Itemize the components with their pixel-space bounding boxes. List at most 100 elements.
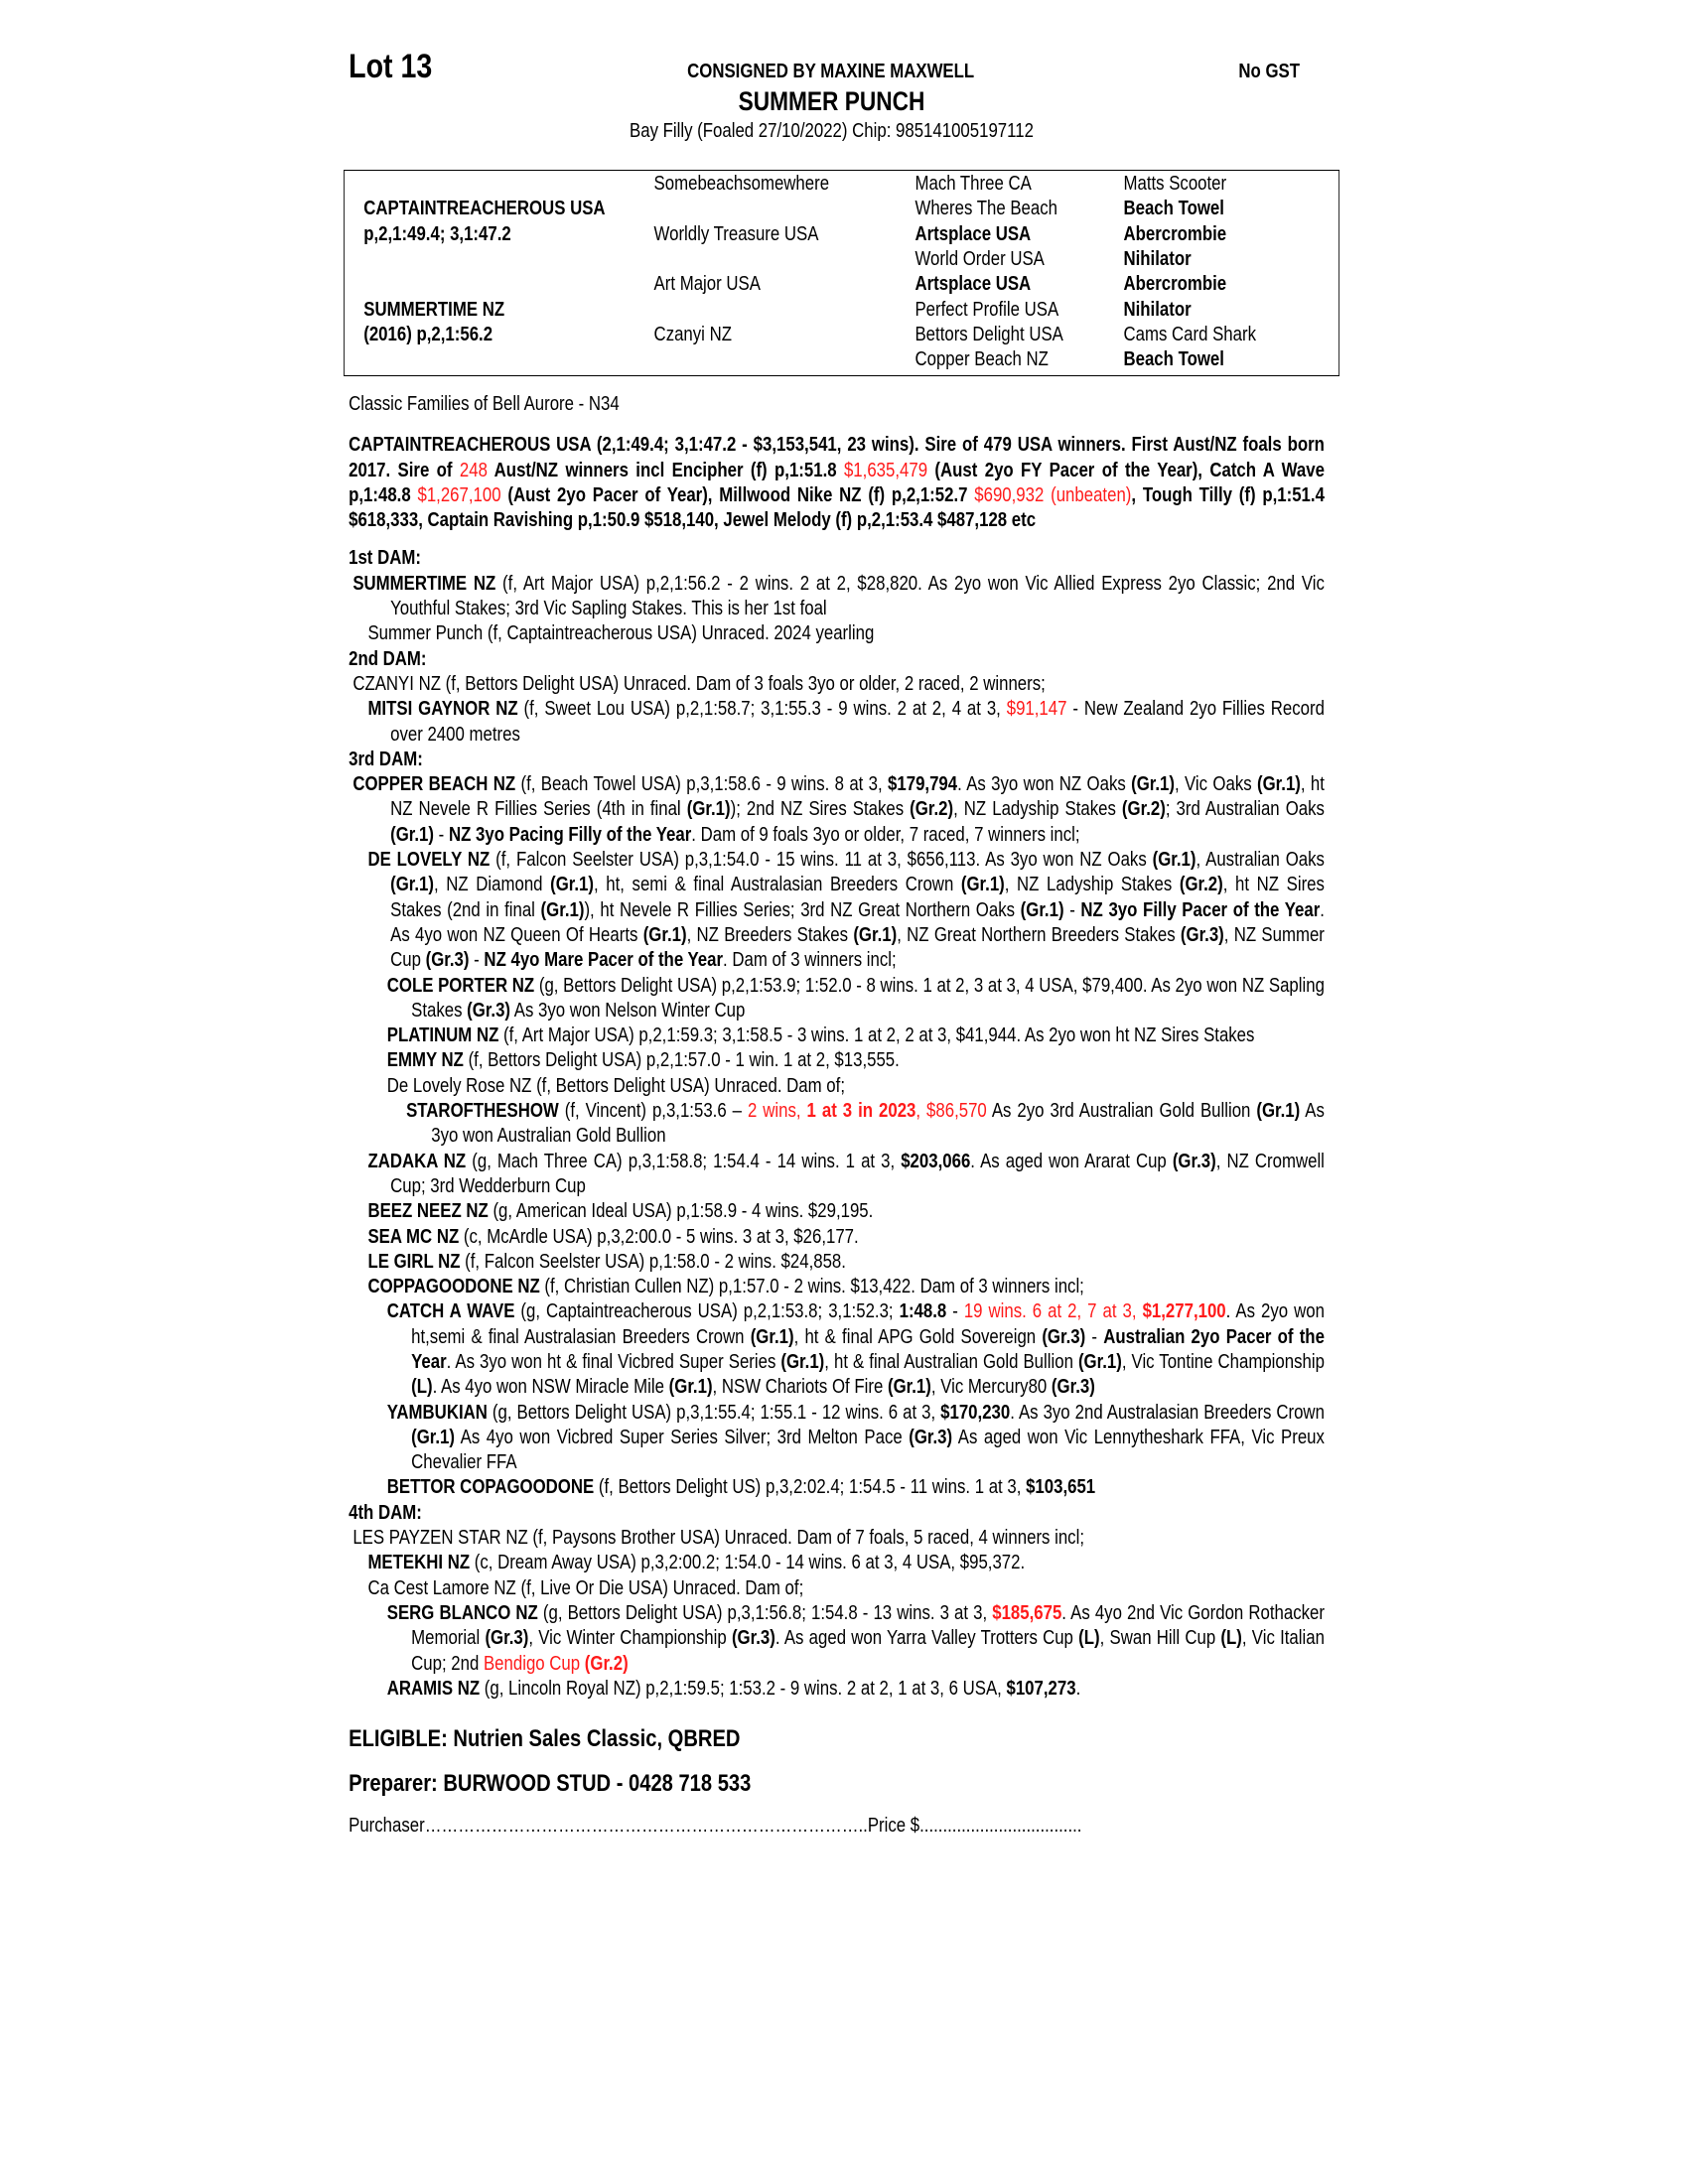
text-run: (Gr.1)	[853, 923, 898, 946]
text-run: $1,267,100	[417, 483, 501, 506]
text-run: Ca Cest Lamore NZ (f, Live Or Die USA) U…	[367, 1576, 804, 1599]
text-run: (f, Bettors Delight US) p,3,2:02.4; 1:54…	[594, 1476, 1027, 1499]
text-run: (Gr.1)	[1077, 1350, 1122, 1373]
text-run: -	[434, 823, 449, 846]
pedigree-entry: EMMY NZ (f, Bettors Delight USA) p,2,1:5…	[349, 1048, 1325, 1073]
text-run: (Gr.3)	[1051, 1376, 1095, 1399]
text-run: Bendigo Cup	[483, 1652, 585, 1675]
text-run: (g, Lincoln Royal NZ) p,2,1:59.5; 1:53.2…	[480, 1677, 1007, 1700]
dam-heading: 3rd DAM:	[349, 748, 1325, 772]
text-run: , ht NZ Sires Stakes (2nd in final	[390, 874, 1325, 921]
pedigree-cell: Bettors Delight USA	[914, 323, 1063, 345]
pedigree-cell: Artsplace USA	[914, 222, 1032, 245]
text-run: STAROFTHESHOW	[406, 1100, 559, 1123]
purchaser-field[interactable]: Purchaser……………………………………………………………………..	[349, 1814, 868, 1837]
dam-heading: 4th DAM:	[349, 1501, 1325, 1526]
text-run: (Gr.1)	[1152, 849, 1196, 872]
text-run: . As aged won Ararat Cup	[970, 1150, 1173, 1172]
pedigree-cell: World Order USA	[914, 247, 1045, 270]
text-run: (Gr.1)	[686, 798, 731, 821]
pedigree-cell: Perfect Profile USA	[914, 298, 1059, 321]
pedigree-entry: BETTOR COPAGOODONE (f, Bettors Delight U…	[349, 1475, 1325, 1500]
text-run: (Aust 2yo FY Pacer of the Year), Catch A…	[349, 459, 1325, 506]
text-run: 4th DAM:	[349, 1501, 422, 1524]
text-run: -	[469, 949, 485, 972]
text-run: , NSW Chariots Of Fire	[712, 1376, 888, 1399]
text-run: , Vic Oaks	[1175, 773, 1257, 796]
pedigree-entry: MITSI GAYNOR NZ (f, Sweet Lou USA) p,2,1…	[349, 697, 1325, 748]
pedigree-cell: Nihilator	[1123, 247, 1192, 270]
text-run: 1:48.8	[899, 1300, 947, 1323]
text-run: PLATINUM NZ	[386, 1024, 499, 1047]
text-run: NZ 3yo Pacing Filly of the Year	[448, 823, 692, 846]
text-run: (Gr.2)	[584, 1652, 629, 1675]
pedigree-entry: LES PAYZEN STAR NZ (f, Paysons Brother U…	[349, 1526, 1325, 1551]
text-run: (f, Beach Towel USA) p,3,1:58.6 - 9 wins…	[515, 773, 889, 796]
dam-heading: 2nd DAM:	[349, 647, 1325, 672]
pedigree-entry: DE LOVELY NZ (f, Falcon Seelster USA) p,…	[349, 848, 1325, 973]
text-run: EMMY NZ	[386, 1049, 464, 1072]
price-field[interactable]: Price $.................................…	[867, 1814, 1082, 1837]
text-run: , NZ Summer Cup	[390, 923, 1325, 972]
text-run: , ht, semi & final Australasian Breeders…	[594, 874, 961, 896]
lot-number: Lot 13	[349, 48, 433, 85]
pedigree-cell: Worldly Treasure USA	[653, 222, 819, 245]
text-run: (g, American Ideal USA) p,1:58.9 - 4 win…	[488, 1200, 874, 1223]
pedigree-entry: SUMMERTIME NZ (f, Art Major USA) p,2,1:5…	[349, 572, 1325, 622]
text-run: , Tough Tilly (f) p,1:51.4 $618,333, Cap…	[349, 483, 1325, 532]
pedigree-entry: COLE PORTER NZ (g, Bettors Delight USA) …	[349, 974, 1325, 1024]
text-run: As 3yo won Nelson Winter Cup	[510, 999, 746, 1022]
text-run: (Gr.1)	[1131, 773, 1176, 796]
pedigree-cell: p,2,1:49.4; 3,1:47.2	[363, 222, 511, 245]
text-run: ; 3rd Australian Oaks	[1165, 798, 1325, 821]
pedigree-entry: Ca Cest Lamore NZ (f, Live Or Die USA) U…	[349, 1576, 1325, 1601]
text-run: Australian 2yo Pacer of the Year	[411, 1325, 1325, 1373]
text-run: (Gr.1)	[1256, 773, 1301, 796]
text-run: 19 wins. 6 at 2, 7 at 3,	[963, 1300, 1143, 1323]
text-run: - New Zealand 2yo Fillies Record over 24…	[390, 698, 1325, 746]
text-run: $103,651	[1026, 1476, 1096, 1499]
pedigree-cell: SUMMERTIME NZ	[363, 298, 505, 321]
text-run: (Gr.1)	[1020, 898, 1064, 921]
pedigree-entry: COPPER BEACH NZ (f, Beach Towel USA) p,3…	[349, 772, 1325, 848]
gst-status: No GST	[1238, 61, 1301, 82]
pedigree-cell: Somebeachsomewhere	[653, 173, 830, 195]
text-run: (Gr.3)	[1172, 1150, 1216, 1172]
text-run: CATCH A WAVE	[386, 1300, 515, 1323]
text-run: (f, Bettors Delight USA) p,2,1:57.0 - 1 …	[463, 1049, 900, 1072]
text-run: , ht & final APG Gold Sovereign	[793, 1325, 1043, 1348]
preparer: Preparer: BURWOOD STUD - 0428 718 533	[349, 1770, 752, 1798]
text-run: . As aged won Yarra Valley Trotters Cup	[774, 1627, 1079, 1650]
text-run: (Gr.1)	[390, 823, 435, 846]
sire-summary: CAPTAINTREACHEROUS USA (2,1:49.4; 3,1:47…	[349, 433, 1325, 533]
text-run: $179,794	[888, 773, 958, 796]
text-run: (g, Captaintreacherous USA) p,2,1:53.8; …	[514, 1300, 900, 1323]
pedigree-entry: LE GIRL NZ (f, Falcon Seelster USA) p,1:…	[349, 1250, 1325, 1275]
text-run: . As 3yo won NZ Oaks	[957, 773, 1132, 796]
text-run: -	[1085, 1325, 1104, 1348]
text-run: , Vic Italian Cup; 2nd	[411, 1627, 1325, 1675]
text-run: -	[1063, 898, 1081, 921]
text-run: NZ 4yo Mare Pacer of the Year	[484, 949, 724, 972]
text-run: ZADAKA NZ	[367, 1150, 467, 1172]
text-run: YAMBUKIAN	[386, 1401, 488, 1424]
text-run: (Gr.2)	[1121, 798, 1166, 821]
text-run: De Lovely Rose NZ (f, Bettors Delight US…	[386, 1074, 845, 1097]
pedigree-entry: CATCH A WAVE (g, Captaintreacherous USA)…	[349, 1299, 1325, 1400]
text-run: BETTOR COPAGOODONE	[386, 1476, 595, 1499]
pedigree-entry: De Lovely Rose NZ (f, Bettors Delight US…	[349, 1074, 1325, 1099]
pedigree-cell: Copper Beach NZ	[914, 348, 1049, 371]
horse-description: Bay Filly (Foaled 27/10/2022) Chip: 9851…	[630, 120, 1034, 142]
text-run: (L)	[1220, 1627, 1242, 1650]
family-line: Classic Families of Bell Aurore - N34	[349, 393, 620, 415]
pedigree-entry: STAROFTHESHOW (f, Vincent) p,3,1:53.6 – …	[349, 1099, 1325, 1150]
pedigree-entry: ARAMIS NZ (g, Lincoln Royal NZ) p,2,1:59…	[349, 1677, 1325, 1702]
pedigree-entry: COPPAGOODONE NZ (f, Christian Cullen NZ)…	[349, 1275, 1325, 1299]
text-run: , NZ Cromwell Cup; 3rd Wedderburn Cup	[390, 1150, 1325, 1197]
pedigree-entry: BEEZ NEEZ NZ (g, American Ideal USA) p,1…	[349, 1199, 1325, 1224]
text-run: As aged won Vic Lennytheshark FFA, Vic P…	[411, 1426, 1325, 1474]
pedigree-entry: YAMBUKIAN (g, Bettors Delight USA) p,3,1…	[349, 1401, 1325, 1476]
text-run: (f, Vincent) p,3,1:53.6 –	[558, 1100, 748, 1123]
text-run: ARAMIS NZ	[386, 1677, 481, 1700]
